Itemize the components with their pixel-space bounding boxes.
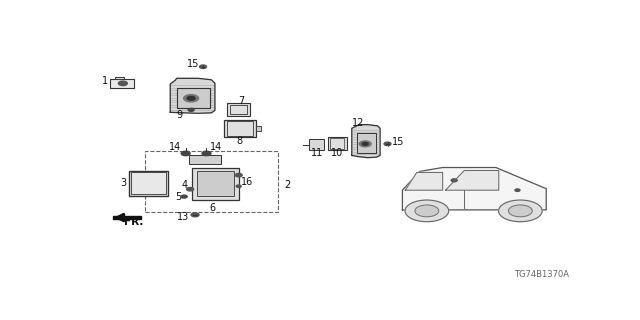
Circle shape — [362, 142, 368, 145]
Text: 12: 12 — [351, 118, 364, 128]
Text: 5: 5 — [175, 192, 181, 202]
Circle shape — [236, 185, 241, 188]
Circle shape — [187, 96, 195, 100]
Circle shape — [384, 142, 391, 146]
Bar — [191, 168, 239, 200]
Bar — [230, 105, 246, 114]
Bar — [227, 103, 250, 116]
Circle shape — [499, 200, 542, 222]
Text: 11: 11 — [311, 148, 323, 158]
Bar — [224, 120, 256, 138]
Text: 15: 15 — [187, 59, 200, 69]
Polygon shape — [170, 78, 215, 113]
Text: 16: 16 — [241, 177, 253, 187]
Circle shape — [202, 151, 211, 156]
Text: 13: 13 — [177, 212, 189, 221]
Text: 1: 1 — [102, 76, 108, 86]
Bar — [110, 79, 134, 88]
Circle shape — [405, 200, 449, 222]
Circle shape — [187, 188, 193, 191]
Text: TG74B1370A: TG74B1370A — [513, 270, 568, 279]
Bar — [145, 151, 278, 212]
Bar — [330, 138, 344, 149]
Text: 4: 4 — [182, 180, 188, 190]
Polygon shape — [113, 216, 141, 219]
Text: 14: 14 — [210, 142, 222, 152]
Bar — [131, 172, 166, 194]
Text: FR.: FR. — [124, 218, 143, 228]
Circle shape — [184, 95, 198, 102]
Circle shape — [191, 213, 199, 217]
Circle shape — [181, 151, 190, 156]
Bar — [177, 88, 211, 108]
Bar — [189, 155, 221, 164]
Text: 7: 7 — [238, 96, 244, 106]
Text: 15: 15 — [392, 137, 404, 147]
Polygon shape — [405, 172, 443, 190]
Bar — [196, 172, 234, 196]
Bar — [356, 133, 376, 153]
Circle shape — [508, 205, 532, 217]
Text: 10: 10 — [332, 148, 344, 158]
Polygon shape — [352, 124, 380, 158]
Circle shape — [451, 179, 457, 182]
Bar — [129, 171, 168, 196]
Bar — [115, 77, 124, 79]
Text: 2: 2 — [284, 180, 291, 190]
Polygon shape — [445, 171, 499, 190]
Polygon shape — [403, 167, 547, 210]
Circle shape — [415, 205, 439, 217]
Circle shape — [236, 173, 242, 177]
Circle shape — [118, 81, 127, 85]
Text: 14: 14 — [170, 142, 182, 152]
Text: 6: 6 — [210, 204, 216, 213]
Circle shape — [515, 189, 520, 191]
Text: 9: 9 — [176, 110, 182, 120]
Bar — [309, 139, 324, 150]
Circle shape — [200, 65, 207, 68]
Bar — [227, 121, 253, 136]
Circle shape — [359, 141, 371, 147]
Bar — [256, 126, 261, 131]
Text: 8: 8 — [237, 136, 243, 146]
Text: 3: 3 — [120, 178, 126, 188]
Circle shape — [181, 195, 187, 198]
Bar — [328, 137, 347, 150]
Circle shape — [188, 108, 194, 111]
